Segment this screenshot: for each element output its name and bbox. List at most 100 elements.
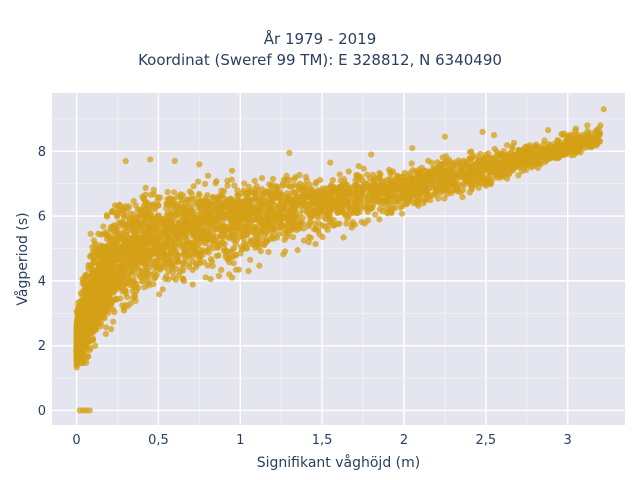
- data-point: [317, 207, 325, 214]
- data-point: [310, 200, 318, 207]
- data-point: [82, 274, 89, 281]
- data-point: [96, 250, 104, 257]
- data-point: [588, 140, 595, 147]
- data-point: [435, 167, 442, 174]
- data-point: [262, 200, 269, 207]
- data-point: [299, 214, 306, 221]
- data-point: [207, 225, 214, 232]
- data-point: [211, 214, 218, 221]
- data-point: [156, 261, 163, 269]
- data-point: [518, 168, 526, 175]
- data-point: [481, 180, 488, 187]
- data-point: [307, 234, 314, 241]
- data-point: [343, 220, 350, 227]
- data-point: [300, 191, 307, 198]
- data-point: [416, 168, 423, 175]
- data-point: [415, 173, 422, 180]
- data-point: [577, 149, 584, 156]
- data-point: [331, 185, 339, 192]
- data-point: [157, 266, 164, 273]
- data-point: [358, 191, 366, 198]
- chart-title-line-1: År 1979 - 2019: [263, 30, 377, 48]
- data-point: [409, 145, 416, 152]
- data-point: [469, 181, 476, 188]
- data-point: [213, 178, 220, 185]
- data-point: [487, 169, 494, 176]
- data-point: [90, 288, 97, 295]
- data-point: [468, 186, 475, 193]
- data-point: [128, 223, 136, 230]
- data-point: [250, 237, 257, 244]
- data-point: [277, 188, 284, 195]
- data-point: [81, 336, 88, 343]
- data-point: [210, 245, 217, 252]
- data-point: [114, 235, 121, 242]
- data-point: [220, 188, 228, 195]
- data-point: [440, 175, 447, 182]
- data-point: [104, 213, 111, 220]
- data-point: [535, 153, 543, 160]
- data-point: [161, 218, 168, 225]
- data-point: [552, 153, 559, 160]
- data-point: [144, 228, 151, 235]
- data-point: [422, 182, 429, 189]
- data-point: [328, 194, 335, 201]
- data-point: [274, 183, 281, 190]
- data-point: [478, 166, 485, 173]
- y-tick-label: 4: [38, 274, 46, 289]
- data-point: [312, 225, 319, 232]
- data-point: [113, 226, 120, 233]
- data-point: [137, 274, 144, 281]
- data-point: [97, 255, 104, 262]
- data-point: [222, 226, 229, 234]
- data-point: [395, 180, 402, 187]
- y-tick-label: 0: [38, 404, 46, 419]
- data-point: [441, 133, 448, 140]
- data-point: [117, 295, 124, 302]
- data-point: [377, 171, 384, 178]
- data-point: [108, 270, 115, 277]
- data-point: [488, 178, 495, 186]
- data-point: [423, 195, 430, 202]
- data-point: [100, 223, 107, 230]
- data-point: [96, 264, 103, 271]
- data-point: [566, 147, 573, 154]
- data-point: [426, 170, 433, 177]
- data-point: [498, 161, 506, 168]
- data-point: [222, 251, 230, 259]
- data-point: [440, 188, 447, 195]
- data-point: [171, 189, 178, 196]
- data-point: [190, 183, 197, 190]
- data-point: [265, 248, 272, 256]
- data-point: [333, 203, 340, 210]
- data-point: [273, 193, 280, 200]
- data-point: [205, 172, 212, 179]
- data-point: [403, 187, 410, 194]
- data-point: [188, 190, 195, 197]
- data-point: [301, 185, 308, 192]
- data-point: [286, 176, 293, 184]
- data-point: [73, 361, 80, 368]
- data-point: [336, 220, 343, 227]
- data-point: [237, 250, 244, 257]
- data-point: [472, 162, 479, 169]
- data-point: [121, 239, 128, 246]
- data-point: [194, 232, 201, 239]
- data-point: [477, 150, 484, 157]
- data-point: [123, 262, 130, 269]
- x-tick-label: 2,5: [475, 433, 496, 448]
- data-point: [187, 245, 194, 252]
- data-point: [132, 202, 139, 209]
- data-point: [93, 294, 100, 301]
- data-point: [215, 252, 222, 259]
- data-point: [80, 345, 87, 352]
- data-point: [309, 212, 316, 219]
- data-point: [583, 138, 590, 145]
- data-point: [77, 302, 84, 309]
- data-point: [448, 180, 455, 187]
- data-point: [122, 290, 129, 297]
- data-point: [175, 252, 182, 259]
- data-point: [253, 183, 260, 190]
- data-point: [202, 180, 209, 188]
- data-point: [251, 177, 258, 184]
